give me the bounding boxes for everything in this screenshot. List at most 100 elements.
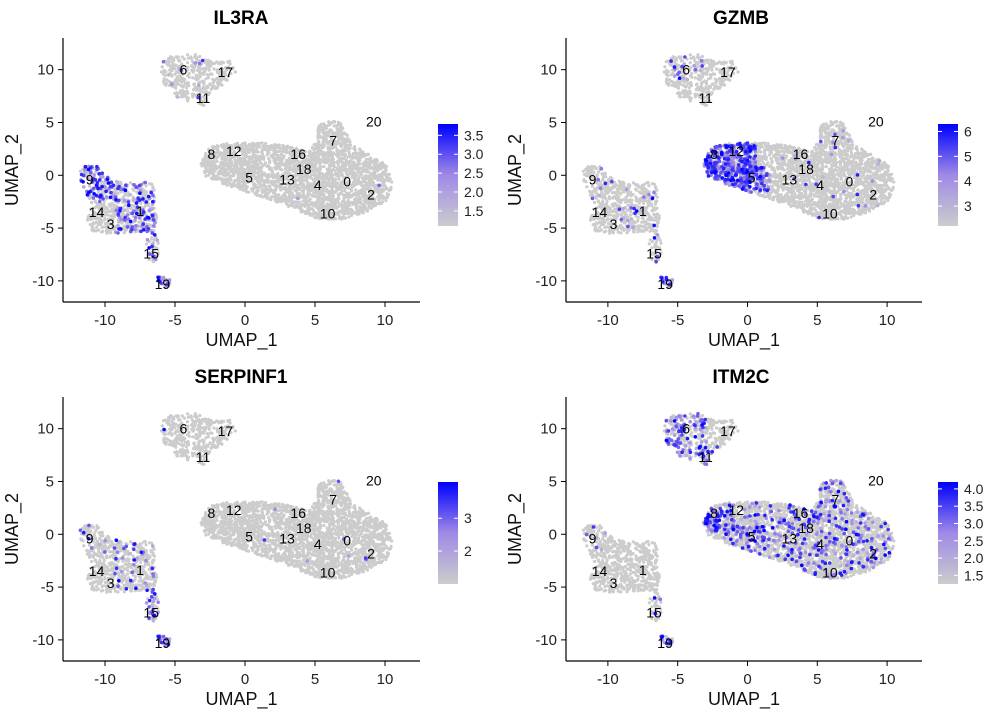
cell-point — [382, 188, 385, 191]
cell-point — [198, 55, 201, 58]
cell-point — [303, 210, 306, 213]
cell-point — [368, 164, 371, 167]
cell-point-expressing — [109, 196, 113, 200]
cell-point — [187, 97, 190, 100]
cell-point — [766, 161, 769, 164]
cell-point — [347, 215, 350, 218]
cell-point — [343, 139, 346, 142]
cell-point — [305, 178, 308, 181]
cell-point-expressing — [134, 185, 138, 189]
cluster-label: 4 — [314, 177, 322, 193]
cell-point — [227, 179, 230, 182]
cell-point — [215, 160, 218, 163]
cell-point — [335, 127, 338, 130]
cell-point — [322, 153, 325, 156]
cell-point — [103, 225, 106, 228]
cell-point — [336, 188, 339, 191]
cell-point — [145, 204, 148, 207]
cell-point — [316, 198, 319, 201]
x-tick-label: 0 — [241, 312, 249, 329]
cell-point — [269, 198, 272, 201]
cell-point-expressing — [92, 192, 96, 196]
cell-point — [259, 162, 262, 165]
cell-point — [174, 64, 177, 67]
cell-point — [242, 148, 245, 151]
cell-point — [255, 167, 258, 170]
cell-point — [99, 223, 102, 226]
cell-point — [385, 187, 388, 190]
cell-point — [344, 165, 347, 168]
cell-point — [315, 169, 318, 172]
cell-point — [312, 209, 315, 212]
cell-point — [267, 165, 270, 168]
cell-point — [362, 205, 365, 208]
cluster-label: 12 — [226, 143, 242, 159]
cell-point — [382, 163, 385, 166]
cell-point-expressing — [124, 184, 128, 188]
cell-point-expressing — [98, 200, 102, 204]
cluster-label: 3 — [107, 216, 115, 232]
cell-point — [234, 159, 237, 162]
cell-point — [325, 177, 328, 180]
cell-point — [258, 142, 261, 145]
cell-point — [292, 201, 295, 204]
cell-point-expressing — [101, 197, 105, 201]
cell-point — [388, 188, 391, 191]
cell-point — [328, 154, 331, 157]
cell-point — [353, 177, 356, 180]
cell-point — [337, 163, 340, 166]
color-legend: 1.52.02.53.03.5 — [438, 124, 484, 226]
cell-point — [273, 143, 276, 146]
cell-point — [314, 146, 317, 149]
cell-point — [222, 167, 225, 170]
cell-point-expressing — [124, 189, 128, 193]
cell-point — [321, 135, 324, 138]
cell-point-expressing — [151, 214, 155, 218]
cell-point — [320, 123, 323, 126]
cell-point — [247, 160, 250, 163]
cell-point-expressing — [106, 178, 110, 182]
cell-point — [280, 153, 283, 156]
cell-point — [261, 164, 264, 167]
cell-point — [274, 161, 277, 164]
cell-point — [358, 207, 361, 210]
cell-point — [264, 142, 267, 145]
cell-point-expressing — [116, 212, 120, 216]
cell-point — [280, 160, 283, 163]
cell-point — [308, 192, 311, 195]
cell-point-expressing — [149, 191, 153, 195]
cell-point — [332, 152, 335, 155]
cell-point-expressing — [130, 228, 134, 232]
cell-point — [281, 157, 284, 160]
cell-point — [337, 210, 340, 213]
cluster-label: 17 — [218, 64, 234, 80]
cell-point — [337, 197, 340, 200]
cell-point — [284, 148, 287, 151]
cell-point — [254, 186, 257, 189]
cell-points — [79, 53, 394, 288]
cell-point — [192, 88, 195, 91]
cell-point — [390, 180, 393, 183]
cell-point — [860, 175, 863, 178]
cell-point — [327, 179, 330, 182]
cell-point — [268, 185, 271, 188]
cell-point — [309, 198, 312, 201]
cell-point — [257, 190, 260, 193]
cell-point — [191, 76, 194, 79]
cell-point — [274, 174, 277, 177]
cell-point — [275, 180, 278, 183]
cell-point — [342, 213, 345, 216]
cell-point — [382, 184, 385, 187]
color-bar-tick-label: 2.5 — [464, 165, 484, 181]
cell-point — [229, 175, 232, 178]
cell-point — [763, 149, 766, 152]
cell-point-expressing — [138, 184, 142, 188]
x-tick-label: -5 — [168, 312, 181, 329]
cell-point — [191, 65, 194, 68]
cell-point — [261, 155, 264, 158]
cell-point-expressing — [377, 184, 381, 188]
cell-point — [338, 192, 341, 195]
y-axis-label: UMAP_2 — [2, 134, 23, 206]
cell-point — [243, 143, 246, 146]
